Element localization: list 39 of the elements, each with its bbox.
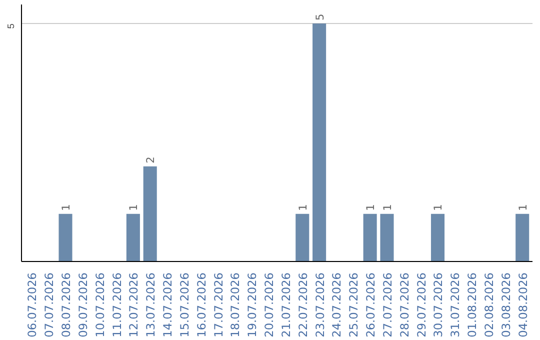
x-tick-label: 25.07.2026 [346,272,361,338]
data-label: 1 [380,204,394,211]
x-tick-label: 11.07.2026 [110,272,124,338]
data-label: 1 [516,204,530,211]
x-tick-label: 02.08.2026 [482,272,496,338]
data-label: 1 [296,204,310,211]
x-tick-label: 13.07.2026 [144,272,158,338]
x-tick-label: 19.07.2026 [245,272,260,338]
data-label: 1 [364,204,378,211]
x-tick-label: 28.07.2026 [397,272,412,338]
data-label: 1 [127,204,140,211]
x-tick-label: 12.07.2026 [126,272,141,338]
x-tick-label: 18.07.2026 [228,272,242,338]
x-tick-label: 01.08.2026 [465,272,480,338]
x-tick-label: 16.07.2026 [194,272,208,338]
data-label: 2 [144,156,158,164]
x-tick-label: 21.07.2026 [278,272,293,338]
x-tick-label: 10.07.2026 [92,272,107,338]
x-tick-label: 09.07.2026 [76,272,90,338]
x-tick-label: 17.07.2026 [211,272,226,338]
x-tick-label: 29.07.2026 [414,272,428,338]
x-tick-label: 06.07.2026 [25,272,40,338]
x-tick-label: 31.07.2026 [448,272,462,338]
x-tick-label: 15.07.2026 [177,272,192,338]
x-tick-label: 30.07.2026 [431,272,446,338]
x-tick-label: 20.07.2026 [262,272,276,338]
x-tick-label: 27.07.2026 [380,272,394,338]
x-tick-label: 26.07.2026 [364,272,378,338]
data-label: 1 [432,204,445,211]
x-tick-label: 04.08.2026 [516,272,530,338]
data-label: 1 [59,204,72,211]
x-tick-label: 24.07.2026 [330,272,344,338]
x-tick-label: 14.07.2026 [160,272,175,338]
x-tick-label: 08.07.2026 [58,272,73,338]
x-tick-label: 03.08.2026 [498,272,513,338]
x-tick-label: 22.07.2026 [296,272,310,338]
x-tick-label: 23.07.2026 [312,272,327,338]
data-label: 5 [313,14,326,21]
x-tick-label: 07.07.2026 [42,272,56,338]
